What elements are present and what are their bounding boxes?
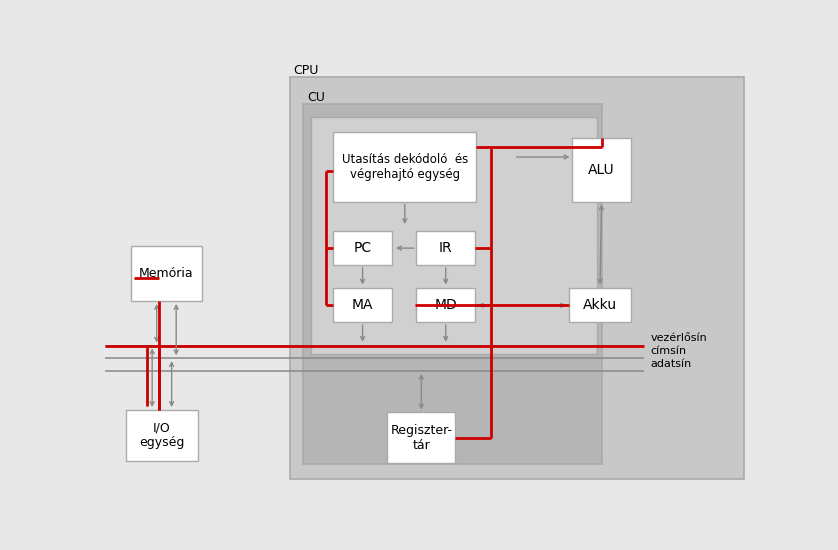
Bar xyxy=(334,131,476,201)
Bar xyxy=(569,288,631,322)
Text: ALU: ALU xyxy=(588,163,615,177)
Text: PC: PC xyxy=(354,241,371,255)
Bar xyxy=(311,117,597,354)
Text: MA: MA xyxy=(352,298,374,312)
Text: Utasítás dekódoló  és
végrehajtó egység: Utasítás dekódoló és végrehajtó egység xyxy=(342,152,468,180)
Bar xyxy=(290,76,744,479)
Bar xyxy=(127,410,198,461)
Text: Akku: Akku xyxy=(583,298,617,312)
Bar xyxy=(387,412,456,463)
Text: Regiszter-
tár: Regiszter- tár xyxy=(391,424,453,452)
Text: IR: IR xyxy=(439,241,453,255)
Text: CU: CU xyxy=(308,91,325,104)
Bar xyxy=(416,288,475,322)
Text: Memória: Memória xyxy=(139,267,194,280)
Bar xyxy=(416,231,475,265)
Bar xyxy=(334,231,392,265)
Bar xyxy=(334,288,392,322)
Bar xyxy=(303,104,602,464)
Bar xyxy=(131,246,202,301)
Text: CPU: CPU xyxy=(293,64,318,77)
Text: MD: MD xyxy=(434,298,457,312)
Bar xyxy=(572,138,631,201)
Text: címsín: címsín xyxy=(650,346,686,356)
Text: adatsín: adatsín xyxy=(650,359,691,369)
Text: vezérlősín: vezérlősín xyxy=(650,333,707,343)
Text: I/O
egység: I/O egység xyxy=(139,421,184,449)
